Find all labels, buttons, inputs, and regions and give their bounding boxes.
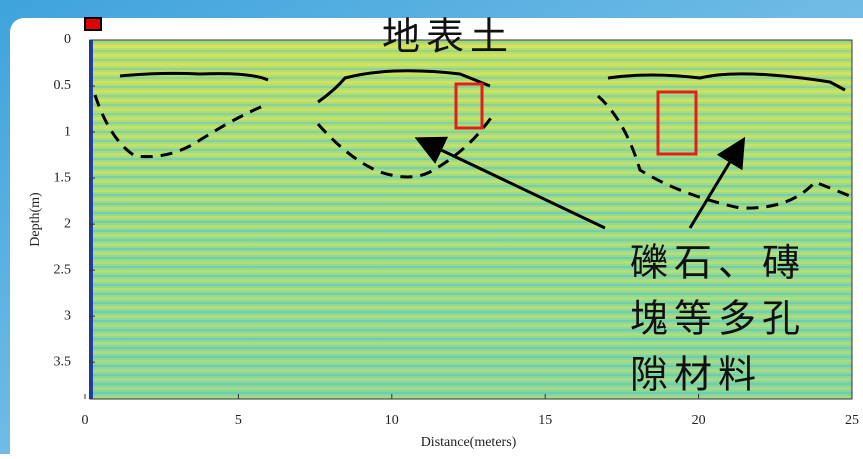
y-axis-label: Depth(m) (28, 192, 43, 247)
arrow (414, 136, 606, 230)
y-tick-label: 2 (64, 216, 71, 231)
annotation-shapes (93, 69, 856, 230)
x-tick-label: 0 (82, 413, 89, 428)
surface-line (317, 69, 491, 104)
plot-frame (89, 39, 853, 400)
y-tick-label: 0.5 (54, 78, 72, 93)
boundary-dashed (316, 111, 497, 179)
y-tick-label: 2.5 (54, 262, 72, 277)
y-tick-label: 1 (64, 124, 71, 139)
radargram-shade (90, 40, 852, 399)
radargram-trace (89, 40, 93, 399)
annotation: 礫石、磚 (630, 241, 806, 285)
surface-line (119, 71, 269, 82)
plot: 0 0.5 1 1.5 2 2.5 3 3.5 0 5 10 15 20 25 Distance(meter… (28, 32, 859, 450)
x-tick-label: 5 (235, 413, 242, 428)
marker-box (84, 17, 102, 31)
boundary-dashed (597, 94, 856, 210)
annotation: 隙材料 (630, 353, 762, 397)
highlight-box (454, 82, 484, 130)
x-tick-label: 20 (692, 413, 706, 428)
y-tick-label: 0 (64, 32, 71, 47)
y-tick-label: 3 (64, 308, 71, 323)
annotation: 地表土 (382, 15, 514, 59)
y-tick-label: 1.5 (54, 170, 72, 185)
x-tick-label: 10 (385, 413, 399, 428)
surface-line (607, 72, 846, 92)
annotation: 塊等多孔 (630, 297, 806, 341)
arrow (688, 136, 746, 229)
y-tick-label: 3.5 (54, 354, 72, 369)
x-tick-label: 25 (845, 413, 859, 428)
boundary-dashed (93, 94, 269, 159)
x-tick-label: 15 (538, 413, 552, 428)
highlight-box (656, 90, 698, 156)
x-axis-label: Distance(meters) (421, 435, 517, 450)
